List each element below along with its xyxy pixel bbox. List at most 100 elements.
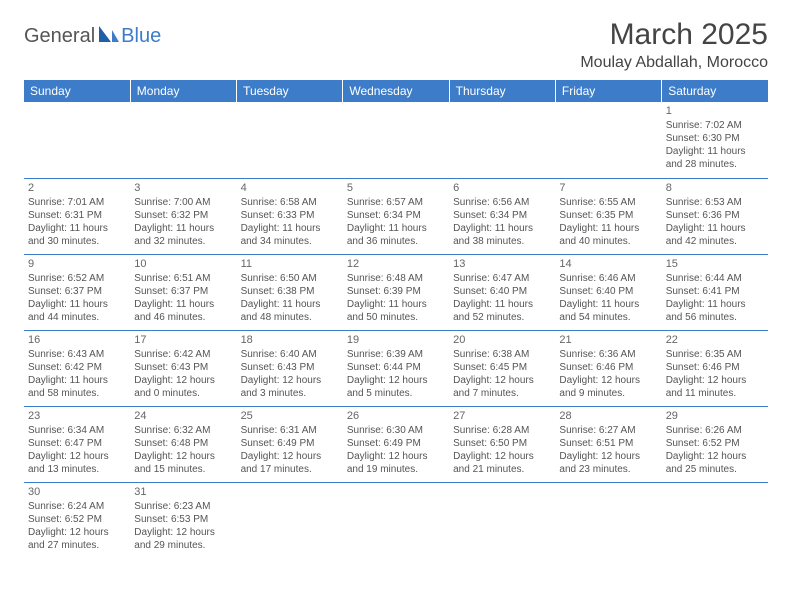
sunrise-line: Sunrise: 6:30 AM	[347, 424, 445, 437]
sunrise-line: Sunrise: 6:57 AM	[347, 196, 445, 209]
calendar-cell	[449, 102, 555, 178]
daylight-line: Daylight: 12 hours and 5 minutes.	[347, 374, 445, 400]
daylight-line: Daylight: 11 hours and 36 minutes.	[347, 222, 445, 248]
daylight-line: Daylight: 12 hours and 25 minutes.	[666, 450, 764, 476]
daylight-line: Daylight: 11 hours and 52 minutes.	[453, 298, 551, 324]
day-number: 6	[453, 181, 551, 195]
sunset-line: Sunset: 6:48 PM	[134, 437, 232, 450]
calendar-cell	[237, 482, 343, 558]
sunrise-line: Sunrise: 6:48 AM	[347, 272, 445, 285]
logo: General Blue	[24, 24, 161, 49]
day-number: 11	[241, 257, 339, 271]
title-block: March 2025 Moulay Abdallah, Morocco	[580, 18, 768, 72]
calendar-cell: 2Sunrise: 7:01 AMSunset: 6:31 PMDaylight…	[24, 178, 130, 254]
sunrise-line: Sunrise: 6:32 AM	[134, 424, 232, 437]
sunrise-line: Sunrise: 6:42 AM	[134, 348, 232, 361]
calendar-cell: 17Sunrise: 6:42 AMSunset: 6:43 PMDayligh…	[130, 330, 236, 406]
day-number: 12	[347, 257, 445, 271]
calendar-cell: 10Sunrise: 6:51 AMSunset: 6:37 PMDayligh…	[130, 254, 236, 330]
calendar-cell: 16Sunrise: 6:43 AMSunset: 6:42 PMDayligh…	[24, 330, 130, 406]
day-number: 5	[347, 181, 445, 195]
daylight-line: Daylight: 11 hours and 46 minutes.	[134, 298, 232, 324]
sunset-line: Sunset: 6:46 PM	[666, 361, 764, 374]
daylight-line: Daylight: 11 hours and 56 minutes.	[666, 298, 764, 324]
day-number: 28	[559, 409, 657, 423]
calendar-row: 1Sunrise: 7:02 AMSunset: 6:30 PMDaylight…	[24, 102, 768, 178]
sunset-line: Sunset: 6:44 PM	[347, 361, 445, 374]
sunrise-line: Sunrise: 6:24 AM	[28, 500, 126, 513]
daylight-line: Daylight: 12 hours and 9 minutes.	[559, 374, 657, 400]
day-number: 3	[134, 181, 232, 195]
sunset-line: Sunset: 6:37 PM	[134, 285, 232, 298]
logo-text-general: General	[24, 25, 95, 48]
sunset-line: Sunset: 6:40 PM	[453, 285, 551, 298]
day-header-row: SundayMondayTuesdayWednesdayThursdayFrid…	[24, 80, 768, 102]
calendar-cell: 7Sunrise: 6:55 AMSunset: 6:35 PMDaylight…	[555, 178, 661, 254]
day-number: 10	[134, 257, 232, 271]
sunrise-line: Sunrise: 6:47 AM	[453, 272, 551, 285]
day-number: 22	[666, 333, 764, 347]
calendar-cell: 31Sunrise: 6:23 AMSunset: 6:53 PMDayligh…	[130, 482, 236, 558]
calendar-row: 2Sunrise: 7:01 AMSunset: 6:31 PMDaylight…	[24, 178, 768, 254]
calendar-cell: 30Sunrise: 6:24 AMSunset: 6:52 PMDayligh…	[24, 482, 130, 558]
daylight-line: Daylight: 11 hours and 58 minutes.	[28, 374, 126, 400]
daylight-line: Daylight: 11 hours and 40 minutes.	[559, 222, 657, 248]
day-header: Wednesday	[343, 80, 449, 102]
daylight-line: Daylight: 11 hours and 28 minutes.	[666, 145, 764, 171]
calendar-cell: 22Sunrise: 6:35 AMSunset: 6:46 PMDayligh…	[662, 330, 768, 406]
sunrise-line: Sunrise: 6:28 AM	[453, 424, 551, 437]
daylight-line: Daylight: 11 hours and 50 minutes.	[347, 298, 445, 324]
calendar-cell: 25Sunrise: 6:31 AMSunset: 6:49 PMDayligh…	[237, 406, 343, 482]
sunset-line: Sunset: 6:37 PM	[28, 285, 126, 298]
sunrise-line: Sunrise: 6:50 AM	[241, 272, 339, 285]
sunset-line: Sunset: 6:34 PM	[453, 209, 551, 222]
calendar-cell: 3Sunrise: 7:00 AMSunset: 6:32 PMDaylight…	[130, 178, 236, 254]
sunset-line: Sunset: 6:52 PM	[666, 437, 764, 450]
day-number: 21	[559, 333, 657, 347]
day-number: 15	[666, 257, 764, 271]
day-number: 1	[666, 104, 764, 118]
daylight-line: Daylight: 12 hours and 27 minutes.	[28, 526, 126, 552]
calendar-cell: 9Sunrise: 6:52 AMSunset: 6:37 PMDaylight…	[24, 254, 130, 330]
day-number: 20	[453, 333, 551, 347]
calendar-cell: 28Sunrise: 6:27 AMSunset: 6:51 PMDayligh…	[555, 406, 661, 482]
sunrise-line: Sunrise: 6:39 AM	[347, 348, 445, 361]
day-number: 27	[453, 409, 551, 423]
calendar-cell: 12Sunrise: 6:48 AMSunset: 6:39 PMDayligh…	[343, 254, 449, 330]
calendar-cell: 5Sunrise: 6:57 AMSunset: 6:34 PMDaylight…	[343, 178, 449, 254]
sunset-line: Sunset: 6:45 PM	[453, 361, 551, 374]
calendar-cell: 27Sunrise: 6:28 AMSunset: 6:50 PMDayligh…	[449, 406, 555, 482]
calendar-cell	[343, 482, 449, 558]
calendar-row: 9Sunrise: 6:52 AMSunset: 6:37 PMDaylight…	[24, 254, 768, 330]
calendar-cell: 18Sunrise: 6:40 AMSunset: 6:43 PMDayligh…	[237, 330, 343, 406]
daylight-line: Daylight: 12 hours and 15 minutes.	[134, 450, 232, 476]
daylight-line: Daylight: 11 hours and 32 minutes.	[134, 222, 232, 248]
sunset-line: Sunset: 6:51 PM	[559, 437, 657, 450]
day-number: 31	[134, 485, 232, 499]
sunrise-line: Sunrise: 7:01 AM	[28, 196, 126, 209]
calendar-cell: 24Sunrise: 6:32 AMSunset: 6:48 PMDayligh…	[130, 406, 236, 482]
calendar-cell: 29Sunrise: 6:26 AMSunset: 6:52 PMDayligh…	[662, 406, 768, 482]
day-number: 9	[28, 257, 126, 271]
calendar-cell	[130, 102, 236, 178]
logo-sail-icon	[97, 24, 119, 49]
daylight-line: Daylight: 11 hours and 48 minutes.	[241, 298, 339, 324]
calendar-cell: 14Sunrise: 6:46 AMSunset: 6:40 PMDayligh…	[555, 254, 661, 330]
sunrise-line: Sunrise: 6:38 AM	[453, 348, 551, 361]
day-number: 8	[666, 181, 764, 195]
sunset-line: Sunset: 6:34 PM	[347, 209, 445, 222]
calendar-cell: 4Sunrise: 6:58 AMSunset: 6:33 PMDaylight…	[237, 178, 343, 254]
sunrise-line: Sunrise: 6:51 AM	[134, 272, 232, 285]
day-number: 30	[28, 485, 126, 499]
daylight-line: Daylight: 11 hours and 30 minutes.	[28, 222, 126, 248]
day-number: 13	[453, 257, 551, 271]
daylight-line: Daylight: 12 hours and 19 minutes.	[347, 450, 445, 476]
sunset-line: Sunset: 6:49 PM	[347, 437, 445, 450]
calendar-cell	[449, 482, 555, 558]
daylight-line: Daylight: 12 hours and 23 minutes.	[559, 450, 657, 476]
day-header: Monday	[130, 80, 236, 102]
day-header: Friday	[555, 80, 661, 102]
calendar-cell	[24, 102, 130, 178]
day-number: 24	[134, 409, 232, 423]
day-header: Saturday	[662, 80, 768, 102]
